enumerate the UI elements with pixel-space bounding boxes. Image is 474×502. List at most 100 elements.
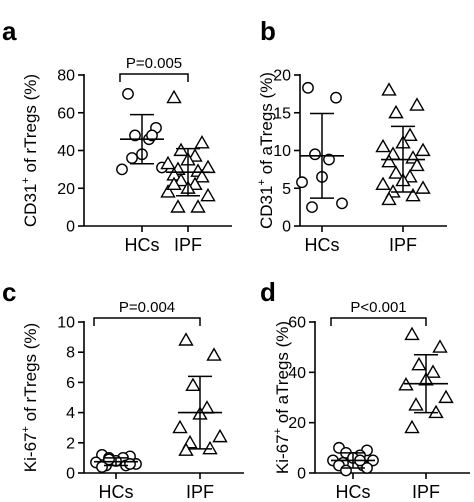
- y-tick-label: 80: [57, 68, 75, 85]
- data-point-triangle: [402, 127, 418, 141]
- panel-letter: d: [260, 277, 276, 307]
- data-point-circle: [129, 129, 141, 142]
- x-tick-label: IPF: [174, 235, 202, 255]
- data-point-circle: [330, 91, 342, 104]
- data-point-triangle: [438, 389, 454, 404]
- p-value-label: P<0.001: [350, 299, 406, 316]
- data-point-circle: [306, 201, 318, 214]
- data-point-triangle: [166, 89, 182, 104]
- y-axis-label: Ki-67+ of rTregs (%): [20, 323, 40, 472]
- data-point-triangle: [428, 404, 444, 419]
- group-hcs: [296, 81, 348, 214]
- data-point-triangle: [172, 419, 188, 434]
- data-point-triangle: [212, 428, 228, 443]
- x-tick-label: HCs: [99, 482, 134, 502]
- data-point-triangle: [202, 440, 218, 455]
- data-point-triangle: [425, 364, 441, 378]
- y-axis-label: CD31+ of aTregs (%): [256, 72, 276, 229]
- data-point-triangle: [409, 97, 425, 111]
- y-tick-label: 10: [273, 143, 291, 160]
- data-point-circle: [309, 148, 321, 161]
- panel-b: b CD31+ of aTregs (%) 0 5 10 15 20 HCs IPF: [256, 16, 447, 255]
- group-hcs: [90, 448, 142, 473]
- y-tick-label: 6: [66, 375, 75, 392]
- panel-letter: b: [260, 16, 276, 46]
- significance-bracket: [119, 73, 189, 82]
- data-point-triangle: [381, 191, 397, 206]
- group-ipf: [172, 332, 228, 456]
- y-axis-label: Ki-67+ of aTregs (%): [272, 321, 292, 474]
- data-point-triangle: [187, 176, 203, 191]
- y-tick-label: 20: [288, 415, 306, 432]
- group-hcs: [116, 87, 168, 176]
- data-point-triangle: [402, 169, 418, 183]
- data-point-triangle: [405, 187, 421, 202]
- data-point-triangle: [206, 347, 222, 361]
- y-tick-label: 0: [66, 219, 75, 236]
- data-point-triangle: [409, 157, 425, 172]
- data-point-circle: [296, 176, 308, 189]
- y-axis-label: CD31+ of rTregs (%): [20, 74, 40, 227]
- data-point-triangle: [173, 172, 189, 187]
- y-tick-label: 2: [66, 435, 75, 452]
- x-tick-label: HCs: [125, 235, 160, 255]
- data-point-circle: [146, 129, 158, 142]
- y-tick-label: 20: [57, 181, 75, 198]
- data-point-triangle: [415, 180, 431, 194]
- data-point-triangle: [173, 142, 189, 157]
- y-tick-label: 10: [57, 315, 75, 332]
- data-point-triangle: [190, 199, 206, 213]
- panel-letter: c: [2, 277, 16, 307]
- panel-c: cKi-67+ of rTregs (%) 0 2 4 6 8 10 HCs IPF P=0.00…: [2, 277, 244, 502]
- data-point-triangle: [160, 184, 176, 198]
- data-point-circle: [336, 197, 348, 210]
- group-ipf: [398, 326, 454, 434]
- data-point-triangle: [160, 155, 176, 170]
- data-point-circle: [103, 453, 115, 466]
- data-point-circle: [116, 163, 128, 176]
- data-point-circle: [126, 152, 138, 164]
- y-tick-label: 60: [57, 105, 75, 122]
- data-point-triangle: [404, 419, 420, 434]
- data-point-triangle: [166, 176, 182, 191]
- data-point-triangle: [375, 138, 391, 153]
- data-point-triangle: [185, 377, 201, 391]
- x-tick-label: IPF: [412, 482, 440, 502]
- data-point-triangle: [381, 153, 397, 168]
- data-point-triangle: [200, 187, 216, 202]
- data-point-triangle: [178, 332, 194, 346]
- data-point-triangle: [200, 159, 216, 174]
- panel-d: d Ki-67+ of aTregs (%) 0 20 40 60 HCs IPF P<0.00…: [260, 277, 470, 502]
- data-point-triangle: [404, 326, 420, 341]
- data-point-triangle: [381, 82, 397, 96]
- group-hcs: [327, 441, 379, 477]
- y-tick-label: 15: [273, 105, 291, 122]
- data-point-triangle: [432, 339, 448, 353]
- p-value-label: P=0.005: [126, 55, 182, 72]
- x-tick-label: IPF: [389, 235, 417, 255]
- y-tick-label: 0: [66, 466, 75, 483]
- y-tick-label: 8: [66, 345, 75, 362]
- data-point-triangle: [415, 142, 431, 157]
- data-point-circle: [302, 81, 314, 94]
- data-point-triangle: [194, 135, 210, 149]
- p-value-label: P=0.004: [119, 299, 175, 316]
- y-tick-label: 4: [66, 405, 75, 422]
- x-tick-label: HCs: [336, 482, 371, 502]
- significance-bracket: [330, 317, 427, 326]
- y-tick-label: 60: [288, 315, 306, 332]
- data-point-circle: [124, 458, 136, 470]
- y-tick-label: 0: [297, 466, 306, 483]
- data-point-triangle: [411, 356, 427, 371]
- data-point-triangle: [388, 165, 404, 179]
- data-point-circle: [323, 153, 335, 166]
- data-point-triangle: [388, 104, 404, 119]
- y-tick-label: 40: [288, 365, 306, 382]
- x-tick-label: IPF: [186, 482, 214, 502]
- data-point-circle: [122, 87, 134, 100]
- panel-a: a CD31+ of rTregs (%) 0 20 40 60 80 HCs IPF P=0.0…: [2, 16, 232, 255]
- panel-letter: a: [2, 16, 17, 46]
- group-ipf: [160, 89, 216, 213]
- data-point-triangle: [194, 169, 210, 183]
